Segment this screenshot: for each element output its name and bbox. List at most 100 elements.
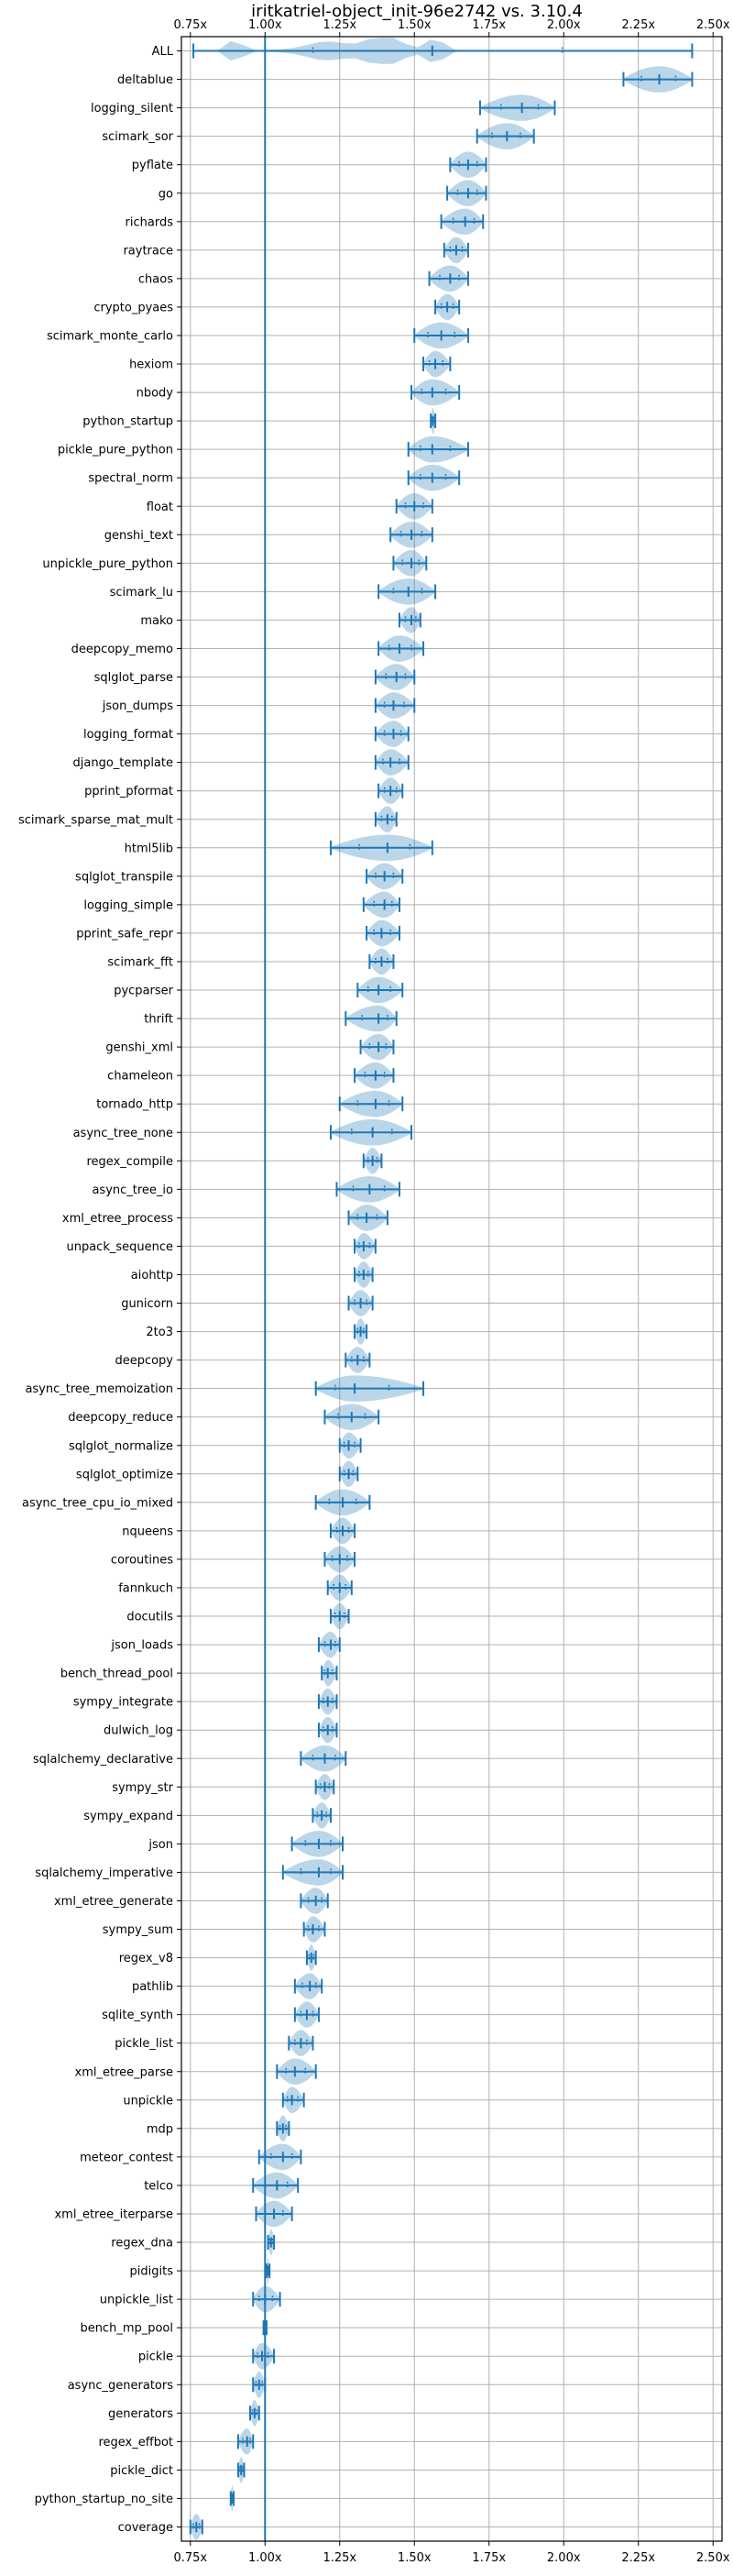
category-label: mako	[140, 614, 173, 628]
violin-coroutines	[323, 1546, 356, 1573]
violin-pathlib	[293, 1973, 323, 1999]
category-label: scimark_fft	[107, 955, 173, 969]
category-label: richards	[126, 215, 174, 229]
category-label: telco	[144, 2179, 173, 2193]
category-label: async_tree_memoization	[25, 1382, 173, 1396]
violin-pprint_safe_repr	[366, 919, 400, 947]
violin-scimark_sparse_mat_mult	[374, 806, 398, 832]
category-label: pprint_safe_repr	[76, 927, 173, 941]
category-label: genshi_xml	[105, 1041, 173, 1055]
category-label: chaos	[138, 272, 173, 286]
violin-gunicorn	[347, 1290, 374, 1316]
violin-scimark_sor	[476, 123, 535, 149]
x-tick-label-top: 2.25x	[621, 18, 655, 32]
category-label: async_tree_cpu_io_mixed	[22, 1496, 173, 1510]
category-label: logging_silent	[91, 102, 173, 116]
violin-async_tree_io	[335, 1176, 400, 1203]
violin-pickle_pure_python	[407, 435, 469, 463]
category-label: gunicorn	[121, 1297, 173, 1311]
violin-mako	[398, 607, 421, 633]
violin-sqlalchemy_declarative	[300, 1745, 347, 1772]
category-label: nqueens	[122, 1525, 173, 1538]
violin-logging_format	[374, 721, 410, 747]
violin-django_template	[374, 749, 410, 776]
category-label: pyflate	[132, 159, 173, 172]
violin-regex_effbot	[236, 2428, 255, 2455]
violin-async_tree_cpu_io_mixed	[314, 1489, 371, 1516]
category-label: pickle_pure_python	[58, 444, 173, 457]
violin-deepcopy	[345, 1347, 371, 1373]
violin-aiohttp	[354, 1261, 374, 1288]
category-label: python_startup	[82, 415, 173, 429]
violin-nqueens	[329, 1517, 356, 1545]
x-tick-label-top: 2.50x	[696, 18, 730, 32]
category-label: regex_dna	[111, 2237, 173, 2251]
violin-pickle_list	[288, 2030, 314, 2056]
violin-json_loads	[317, 1631, 341, 1658]
category-label: crypto_pyaes	[93, 301, 173, 314]
violin-genshi_text	[389, 522, 433, 548]
category-label: async_tree_none	[73, 1127, 173, 1140]
category-label: tornado_http	[96, 1098, 173, 1112]
violin-scimark_monte_carlo	[413, 322, 469, 349]
category-label: pathlib	[132, 1980, 173, 1994]
violin-crypto_pyaes	[434, 293, 461, 321]
violin-layer	[189, 38, 694, 2540]
violin-sympy_expand	[312, 1802, 332, 1829]
category-label: sqlite_synth	[102, 2009, 173, 2022]
violin-float	[395, 493, 433, 520]
category-label: pickle_list	[115, 2037, 173, 2051]
category-label: generators	[108, 2407, 173, 2421]
violin-scimark_fft	[368, 948, 395, 975]
violin-fannkuch	[326, 1574, 353, 1602]
violin-genshi_xml	[359, 1033, 395, 1061]
violin-async_tree_memoization	[314, 1375, 425, 1402]
category-label: logging_format	[83, 728, 173, 742]
violin-pickle	[252, 2342, 276, 2370]
violin-richards	[440, 208, 485, 236]
violin-python_startup	[430, 407, 437, 435]
violin-logging_simple	[362, 891, 400, 919]
violin-unpickle_pure_python	[392, 550, 428, 577]
violin-2to3	[354, 1318, 368, 1345]
violin-nbody	[410, 379, 461, 406]
violin-sqlglot_optimize	[338, 1460, 359, 1488]
category-label: ALL	[152, 45, 174, 59]
violin-go	[446, 180, 487, 206]
violin-sympy_integrate	[317, 1688, 338, 1715]
violin-generators	[248, 2400, 260, 2427]
category-label: unpickle_list	[100, 2294, 173, 2307]
category-label: aiohttp	[131, 1269, 173, 1282]
violin-bench_thread_pool	[321, 1659, 338, 1687]
violin-sqlglot_parse	[374, 664, 416, 690]
category-label: regex_compile	[86, 1155, 173, 1169]
x-tick-label-bottom: 1.50x	[398, 2551, 432, 2565]
category-label: xml_etree_generate	[54, 1895, 173, 1909]
category-label: sqlglot_optimize	[76, 1468, 173, 1481]
category-label: sympy_str	[112, 1781, 173, 1795]
violin-python_startup_no_site	[229, 2485, 235, 2512]
violin-dulwich_log	[317, 1716, 338, 1744]
category-label: sqlalchemy_declarative	[33, 1753, 173, 1767]
category-label: bench_mp_pool	[80, 2322, 173, 2336]
category-label: dulwich_log	[104, 1724, 173, 1738]
violin-coverage	[189, 2514, 203, 2540]
violin-json_dumps	[374, 692, 416, 719]
x-tick-label-bottom: 2.25x	[621, 2551, 655, 2565]
category-label: sqlglot_parse	[94, 671, 173, 685]
category-label: pprint_pformat	[84, 785, 173, 798]
category-label: hexiom	[129, 358, 173, 372]
category-label: python_startup_no_site	[35, 2493, 173, 2506]
violin-unpickle_list	[252, 2285, 281, 2313]
label-layer: 0.75x 0.75x 1.00x 1.00x 1.25x 1.25x 1.50x 1.50x…	[18, 18, 730, 2565]
category-label: json_loads	[110, 1639, 173, 1653]
violin-async_tree_none	[329, 1119, 412, 1146]
category-label: sympy_integrate	[73, 1696, 173, 1710]
violin-regex_v8	[305, 1944, 317, 1971]
category-label: sqlglot_transpile	[75, 870, 173, 884]
violin-meteor_contest	[257, 2143, 302, 2171]
category-label: pidigits	[130, 2265, 174, 2279]
x-tick-label-top: 1.25x	[323, 18, 356, 32]
category-label: pickle_dict	[110, 2464, 173, 2478]
